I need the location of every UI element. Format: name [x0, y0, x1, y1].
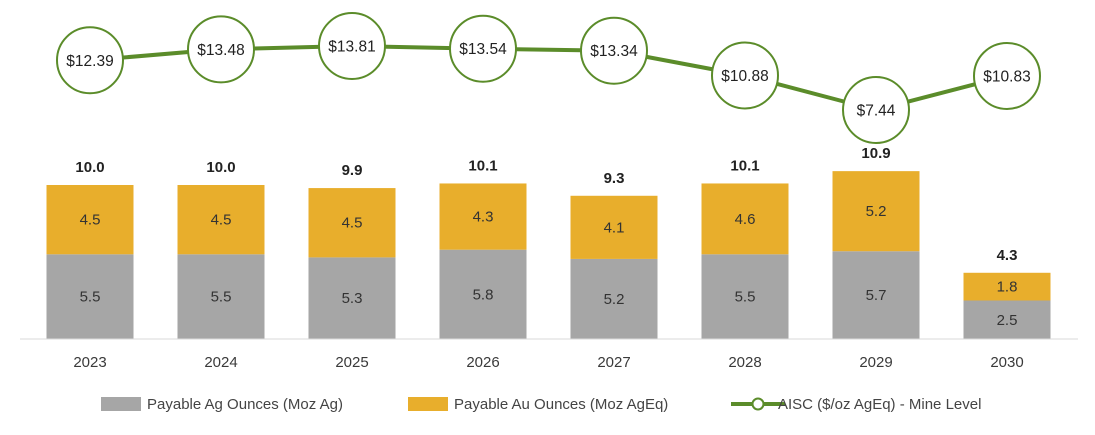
- x-tick-2023: 2023: [73, 354, 106, 371]
- total-label-2030: 4.3: [997, 247, 1018, 264]
- aisc-label-2026: $13.54: [459, 41, 507, 58]
- aisc-label-2028: $10.88: [721, 68, 768, 85]
- aisc-marker-2027: [580, 16, 648, 85]
- bar-au-2027: [570, 195, 658, 259]
- aisc-marker-2024: [187, 15, 255, 84]
- data-label-au-2029: 5.2: [866, 203, 887, 220]
- aisc-marker-2025: [318, 12, 386, 80]
- data-label-au-2023: 4.5: [80, 212, 101, 229]
- legend-label-aisc: AISC ($/oz AgEq) - Mine Level: [778, 396, 981, 413]
- aisc-marker-2026: [449, 14, 517, 83]
- total-label-2025: 9.9: [342, 162, 363, 179]
- x-tick-2027: 2027: [597, 354, 630, 371]
- bar-ag-2025: [308, 257, 396, 339]
- data-label-ag-2027: 5.2: [604, 291, 625, 308]
- bar-au-2026: [439, 183, 527, 250]
- bar-ag-2027: [570, 258, 658, 339]
- data-label-ag-2028: 5.5: [735, 289, 756, 306]
- aisc-marker-2030: [973, 41, 1041, 110]
- legend: Payable Ag Ounces (Moz Ag) Payable Au Ou…: [101, 396, 981, 413]
- aisc-marker-2023: [56, 26, 124, 95]
- legend-label-au: Payable Au Ounces (Moz AgEq): [454, 396, 668, 413]
- aisc-label-2024: $13.48: [197, 42, 244, 59]
- data-label-ag-2030: 2.5: [997, 312, 1018, 329]
- bar-ag-2026: [439, 249, 527, 339]
- x-tick-2030: 2030: [990, 354, 1023, 371]
- data-label-ag-2025: 5.3: [342, 290, 363, 307]
- x-tick-2025: 2025: [335, 354, 368, 371]
- x-axis-ticks: 2023 2024 2025 2026 2027 2028 2029 2030: [73, 354, 1023, 371]
- data-label-au-2025: 4.5: [342, 215, 363, 232]
- aisc-label-2025: $13.81: [328, 39, 375, 56]
- total-label-2027: 9.3: [604, 170, 625, 187]
- legend-swatch-ag: [101, 397, 141, 411]
- legend-label-ag: Payable Ag Ounces (Moz Ag): [147, 396, 343, 413]
- data-label-au-2027: 4.1: [604, 219, 625, 236]
- bar-au-2025: [308, 188, 396, 258]
- data-label-au-2028: 4.6: [735, 211, 756, 228]
- aisc-line-layer: $12.39 $13.48 $13.81 $13.54 $13.34 $10.88 $7.4…: [56, 12, 1041, 144]
- aisc-label-2029: $7.44: [857, 103, 896, 120]
- total-label-2029: 10.9: [861, 145, 890, 162]
- data-label-au-2030: 1.8: [997, 279, 1018, 296]
- aisc-marker-2028: [711, 41, 779, 110]
- aisc-label-2030: $10.83: [983, 68, 1030, 85]
- legend-swatch-au: [408, 397, 448, 411]
- aisc-marker-2029: [842, 76, 910, 144]
- data-label-ag-2023: 5.5: [80, 289, 101, 306]
- bar-au-2029: [832, 171, 920, 252]
- x-tick-2024: 2024: [204, 354, 237, 371]
- x-tick-2029: 2029: [859, 354, 892, 371]
- total-label-2026: 10.1: [468, 157, 497, 174]
- total-label-2023: 10.0: [75, 159, 104, 176]
- bars-layer: 5.5 4.5 10.0 5.5 4.5 10.0 5.3 4.5 9.9 5.8 4.3 10.1 5…: [46, 145, 1051, 339]
- bar-ag-2023: [46, 254, 134, 339]
- aisc-label-2023: $12.39: [66, 53, 113, 70]
- legend-swatch-aisc-marker: [751, 397, 765, 411]
- bar-au-2023: [46, 185, 134, 255]
- bar-ag-2028: [701, 254, 789, 339]
- data-label-ag-2024: 5.5: [211, 289, 232, 306]
- bar-ag-2030: [963, 300, 1051, 339]
- data-label-au-2026: 4.3: [473, 209, 494, 226]
- total-label-2024: 10.0: [206, 159, 235, 176]
- bar-au-2028: [701, 183, 789, 255]
- bar-ag-2024: [177, 254, 265, 339]
- aisc-label-2027: $13.34: [590, 43, 638, 60]
- data-label-ag-2026: 5.8: [473, 286, 494, 303]
- bar-au-2030: [963, 272, 1051, 301]
- data-label-ag-2029: 5.7: [866, 287, 887, 304]
- bar-ag-2029: [832, 251, 920, 339]
- data-label-au-2024: 4.5: [211, 212, 232, 229]
- total-label-2028: 10.1: [730, 157, 759, 174]
- x-tick-2028: 2028: [728, 354, 761, 371]
- x-tick-2026: 2026: [466, 354, 499, 371]
- bar-au-2024: [177, 185, 265, 255]
